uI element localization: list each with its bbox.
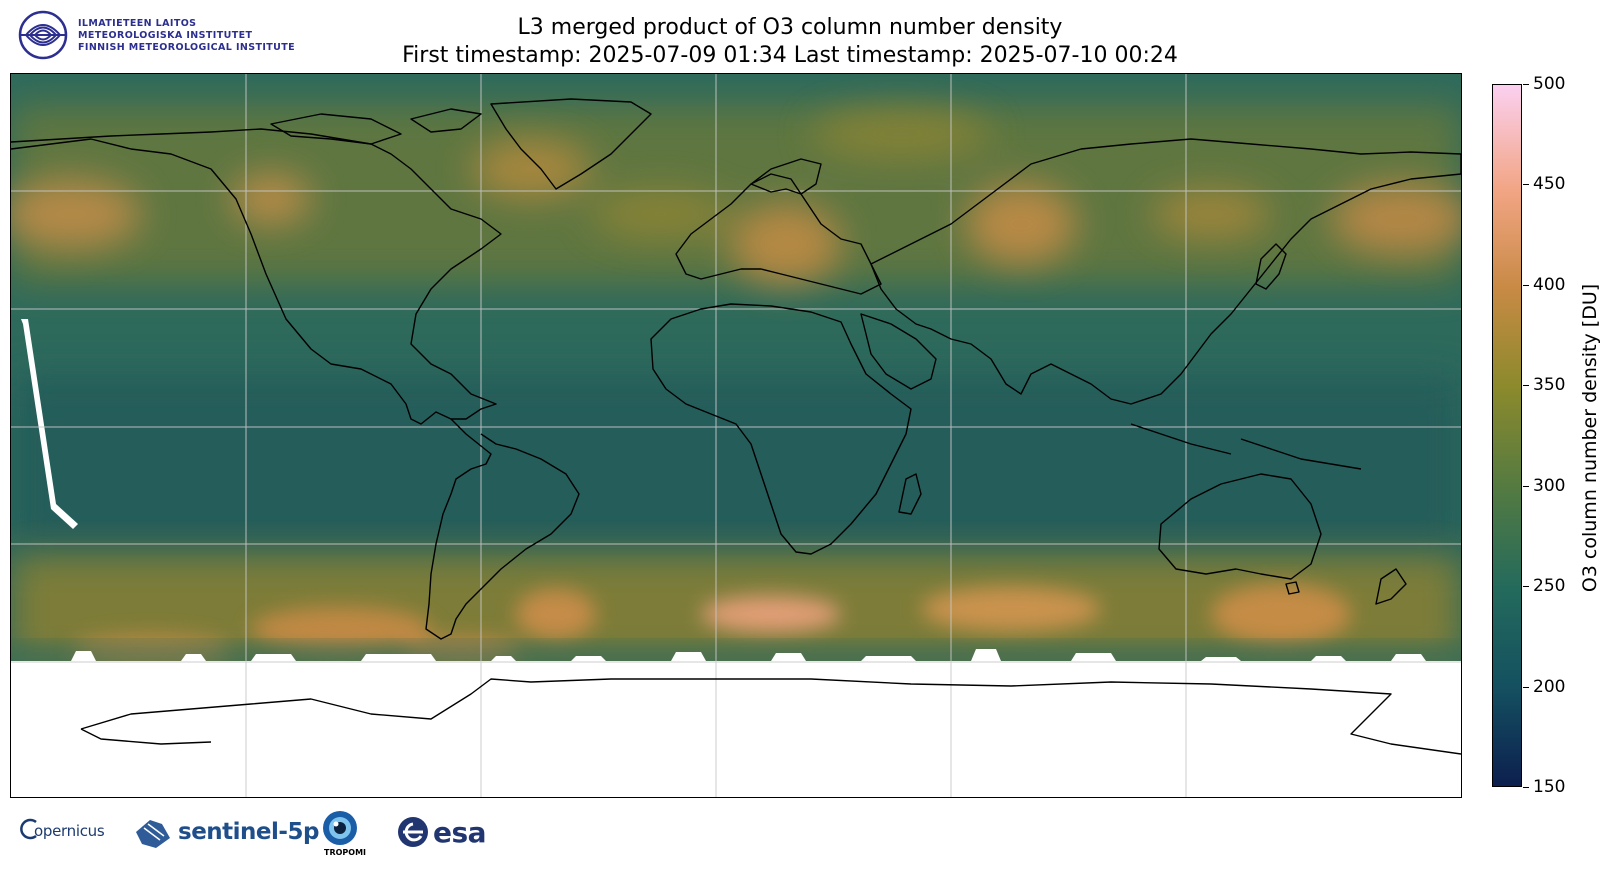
ozone-map-canvas xyxy=(11,74,1461,797)
copernicus-wordmark: opernicus xyxy=(34,822,105,840)
colorbar-tick-label: 250 xyxy=(1533,576,1566,596)
colorbar-tick-label: 300 xyxy=(1533,476,1566,496)
colorbar-tick xyxy=(1523,385,1529,386)
colorbar-gradient xyxy=(1493,85,1521,786)
colorbar-tick xyxy=(1523,486,1529,487)
esa-wordmark: esa xyxy=(433,816,487,849)
fmi-logo: ILMATIETEEN LAITOS METEOROLOGISKA INSTIT… xyxy=(18,10,318,62)
copernicus-c-icon xyxy=(20,818,37,840)
colorbar-tick-label: 500 xyxy=(1533,74,1566,94)
sentinel-5p-logo: sentinel-5p xyxy=(132,812,319,852)
coastlines xyxy=(11,98,1461,755)
title-timestamps: First timestamp: 2025-07-09 01:34 Last t… xyxy=(402,43,1178,68)
esa-logo: esa xyxy=(395,814,505,854)
satellite-icon xyxy=(136,820,170,848)
graticule xyxy=(11,74,1461,797)
map-title: L3 merged product of O3 column number de… xyxy=(290,14,1290,70)
fmi-name-english: FINNISH METEOROLOGICAL INSTITUTE xyxy=(78,42,296,53)
colorbar-label: O3 column number density [DU] xyxy=(1579,283,1601,593)
no-data-swath xyxy=(21,319,78,529)
tropomi-eye-icon xyxy=(323,811,357,845)
colorbar-tick xyxy=(1523,84,1529,85)
footer-logos: opernicus sentinel-5p TROPOMI esa xyxy=(20,810,500,865)
colorbar xyxy=(1492,84,1522,787)
tropomi-logo: TROPOMI xyxy=(320,810,370,860)
colorbar-tick-label: 450 xyxy=(1533,174,1566,194)
title-product: L3 merged product of O3 column number de… xyxy=(517,15,1063,40)
colorbar-tick xyxy=(1523,586,1529,587)
tropomi-wordmark: TROPOMI xyxy=(324,848,367,857)
colorbar-tick-label: 200 xyxy=(1533,677,1566,697)
colorbar-tick-label: 350 xyxy=(1533,375,1566,395)
colorbar-tick-label: 400 xyxy=(1533,275,1566,295)
colorbar-tick-label: 150 xyxy=(1533,777,1566,797)
sentinel-5p-wordmark: sentinel-5p xyxy=(178,819,319,845)
colorbar-tick xyxy=(1523,285,1529,286)
copernicus-logo: opernicus xyxy=(20,816,120,842)
ozone-map xyxy=(10,73,1462,798)
colorbar-tick xyxy=(1523,787,1529,788)
fmi-name-swedish: METEOROLOGISKA INSTITUTET xyxy=(78,30,253,41)
colorbar-tick xyxy=(1523,184,1529,185)
fmi-emblem-icon xyxy=(18,10,68,60)
esa-emblem-icon xyxy=(398,817,428,847)
fmi-name-finnish: ILMATIETEEN LAITOS xyxy=(78,18,197,29)
colorbar-tick xyxy=(1523,687,1529,688)
no-data-south xyxy=(11,649,1461,797)
